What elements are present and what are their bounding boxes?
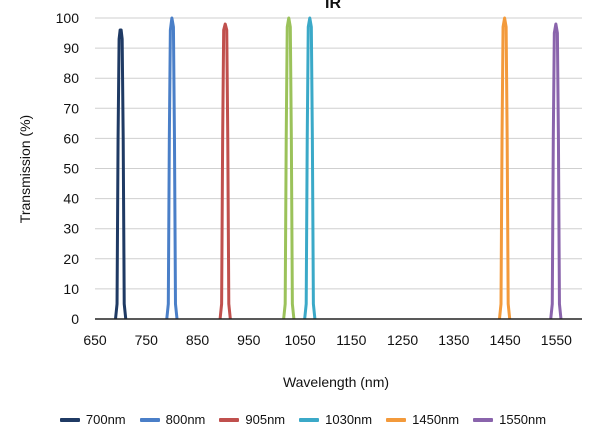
y-tick-label: 20 bbox=[63, 251, 79, 267]
series-line-800nm bbox=[165, 16, 179, 320]
series-line-700nm bbox=[114, 28, 128, 320]
legend-label: 800nm bbox=[165, 412, 206, 427]
series-line-unlabeled-6 bbox=[282, 16, 296, 320]
y-tick-label: 80 bbox=[63, 70, 79, 86]
series-line-1450nm bbox=[497, 16, 512, 320]
x-tick-label: 1050 bbox=[284, 332, 315, 348]
legend-label: 905nm bbox=[245, 412, 286, 427]
legend: 700nm 800nm 905nm 1030nm 1450nm 1550nm bbox=[0, 412, 606, 427]
y-tick-label: 70 bbox=[63, 100, 79, 116]
series-line-905nm bbox=[218, 22, 232, 320]
y-axis-label: Transmission (%) bbox=[17, 115, 33, 223]
x-axis-label: Wavelength (nm) bbox=[283, 374, 389, 390]
x-tick-label: 650 bbox=[83, 332, 107, 348]
legend-swatch bbox=[139, 417, 160, 422]
x-tick-label: 1450 bbox=[490, 332, 521, 348]
legend-label: 1550nm bbox=[499, 412, 547, 427]
legend-item: 800nm bbox=[139, 412, 206, 427]
y-tick-label: 50 bbox=[63, 161, 79, 177]
x-tick-label: 1250 bbox=[387, 332, 418, 348]
legend-swatch bbox=[386, 417, 407, 422]
legend-swatch bbox=[299, 417, 320, 422]
legend-item: 700nm bbox=[59, 412, 126, 427]
y-tick-label: 30 bbox=[63, 221, 79, 237]
legend-label: 1450nm bbox=[412, 412, 460, 427]
x-ticks: 650 750 850 950 1050 1150 1250 1350 1450 1550 bbox=[83, 332, 572, 348]
legend-swatch bbox=[59, 417, 80, 422]
legend-label: 1030nm bbox=[325, 412, 373, 427]
x-tick-label: 950 bbox=[237, 332, 261, 348]
series-layer bbox=[114, 16, 563, 320]
series-line-1030nm bbox=[303, 16, 317, 320]
legend-item: 1550nm bbox=[473, 412, 546, 427]
chart-title: IR bbox=[325, 0, 341, 12]
series-line-1550nm bbox=[549, 22, 563, 320]
y-ticks: 0 10 20 30 40 50 60 70 80 90 100 bbox=[56, 10, 80, 327]
y-tick-label: 40 bbox=[63, 191, 79, 207]
legend-label: 700nm bbox=[85, 412, 126, 427]
x-tick-label: 1150 bbox=[336, 332, 366, 348]
y-tick-label: 100 bbox=[56, 10, 80, 26]
y-tick-label: 60 bbox=[63, 130, 79, 146]
y-tick-label: 10 bbox=[63, 281, 79, 297]
x-tick-label: 1350 bbox=[438, 332, 469, 348]
legend-swatch bbox=[473, 417, 494, 422]
y-tick-label: 90 bbox=[63, 40, 79, 56]
legend-item: 1450nm bbox=[386, 412, 459, 427]
legend-item: 905nm bbox=[219, 412, 285, 427]
y-tick-label: 0 bbox=[71, 311, 79, 327]
legend-item: 1030nm bbox=[299, 412, 372, 427]
legend-swatch bbox=[219, 417, 240, 422]
x-tick-label: 750 bbox=[135, 332, 159, 348]
x-tick-label: 850 bbox=[186, 332, 210, 348]
x-tick-label: 1550 bbox=[541, 332, 572, 348]
